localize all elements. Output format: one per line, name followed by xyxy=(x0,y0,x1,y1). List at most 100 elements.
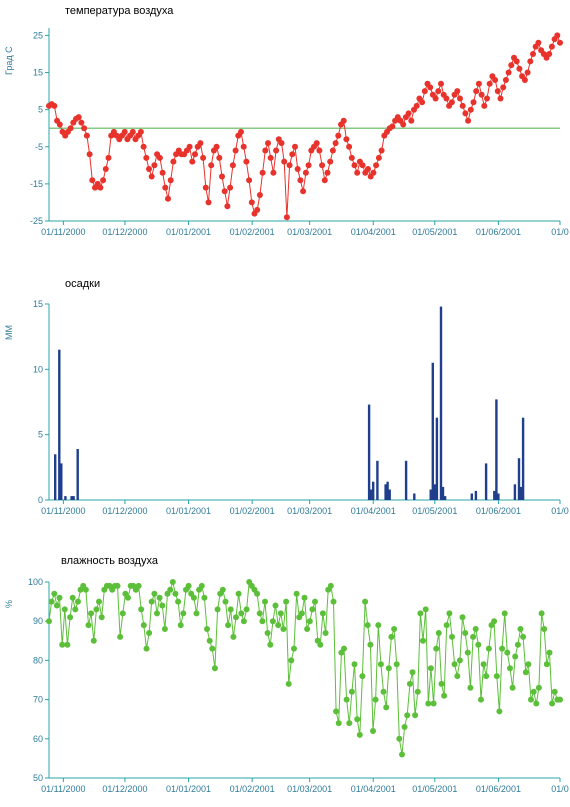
data-point xyxy=(464,649,471,656)
precipitation-bar xyxy=(435,417,439,500)
data-point xyxy=(254,206,261,213)
data-point xyxy=(278,140,285,147)
data-point xyxy=(327,158,334,165)
data-point xyxy=(535,684,542,691)
precipitation-bar xyxy=(70,496,73,500)
precipitation-bar xyxy=(429,489,432,500)
data-point xyxy=(530,688,537,695)
y-tick-label: 25 xyxy=(33,30,43,40)
x-tick-label: 01/04/2001 xyxy=(351,506,396,516)
precipitation-bar xyxy=(388,489,391,500)
data-point xyxy=(294,166,301,172)
data-point xyxy=(446,610,453,617)
data-point xyxy=(530,51,536,57)
data-point xyxy=(443,95,450,102)
data-point xyxy=(148,598,155,605)
data-point xyxy=(507,665,513,672)
data-point xyxy=(557,696,563,703)
x-tick-label: 01/02/2001 xyxy=(230,227,275,237)
data-point xyxy=(281,158,288,165)
data-point xyxy=(324,169,331,176)
data-point xyxy=(528,696,534,703)
data-point xyxy=(522,669,529,676)
precipitation-bar xyxy=(58,349,61,500)
data-point xyxy=(322,630,329,636)
data-point xyxy=(554,32,561,39)
x-tick-label: 01/03/2001 xyxy=(287,784,332,794)
precipitation-bar xyxy=(519,486,523,500)
data-point xyxy=(100,177,107,184)
data-point xyxy=(373,162,380,169)
data-point xyxy=(275,622,282,629)
data-point xyxy=(238,128,244,135)
data-point xyxy=(200,154,207,161)
data-point xyxy=(146,630,153,636)
data-point xyxy=(396,735,403,742)
data-point xyxy=(430,700,437,707)
data-point xyxy=(202,184,209,191)
data-point xyxy=(435,630,442,636)
data-point xyxy=(254,590,261,597)
precipitation-bar xyxy=(493,490,496,500)
data-point xyxy=(432,95,439,102)
data-point xyxy=(193,610,200,617)
data-point xyxy=(496,708,503,715)
data-point xyxy=(327,582,334,589)
data-point xyxy=(516,65,523,72)
data-point xyxy=(229,162,236,169)
y-tick-label: 50 xyxy=(33,773,43,783)
data-point xyxy=(457,95,463,102)
data-point xyxy=(238,610,245,617)
data-point xyxy=(467,684,474,691)
data-point xyxy=(167,177,174,184)
x-tick-label: 01/06/2001 xyxy=(476,227,521,237)
data-point xyxy=(140,143,147,150)
data-point xyxy=(535,39,542,46)
data-point xyxy=(400,121,407,128)
data-point xyxy=(462,630,469,636)
data-point xyxy=(235,590,242,597)
data-point xyxy=(486,80,493,87)
data-point xyxy=(419,99,426,106)
data-point xyxy=(501,610,508,617)
temperature-y-axis-label: Град С xyxy=(4,46,14,75)
x-tick-label: 01/01/2001 xyxy=(166,227,211,237)
data-point xyxy=(454,673,461,680)
x-tick-label: 01/02/2001 xyxy=(230,784,275,794)
precipitation-bar xyxy=(64,496,67,500)
data-point xyxy=(343,136,350,143)
data-point xyxy=(140,622,147,629)
data-point xyxy=(317,641,324,648)
data-point xyxy=(462,110,469,117)
precipitation-bar xyxy=(376,460,379,500)
series-line xyxy=(48,580,560,755)
y-tick-label: 100 xyxy=(28,577,43,587)
data-point xyxy=(75,598,81,605)
data-point xyxy=(259,169,266,176)
y-tick-label: 15 xyxy=(33,299,43,309)
x-tick-label: 01/02/2001 xyxy=(230,506,275,516)
data-point xyxy=(61,606,68,613)
data-point xyxy=(370,169,377,176)
data-point xyxy=(333,708,340,715)
data-point xyxy=(443,622,450,629)
x-tick-label: 01/12/2000 xyxy=(102,227,147,237)
data-point xyxy=(280,626,287,632)
data-point xyxy=(454,88,461,95)
data-point xyxy=(96,598,102,605)
precipitation-bar xyxy=(76,449,79,500)
data-point xyxy=(46,618,52,625)
precipitation-y-axis-label: ММ xyxy=(4,325,14,340)
data-point xyxy=(433,645,440,652)
precipitation-bar xyxy=(54,454,57,500)
data-point xyxy=(267,154,274,161)
humidity-chart: влажность воздуха % 50 60 70 80 90 100 01/11/2… xyxy=(4,555,569,794)
data-point xyxy=(206,637,213,644)
data-point xyxy=(401,724,408,730)
data-point xyxy=(198,582,205,589)
data-point xyxy=(549,700,556,707)
y-tick-label: -5 xyxy=(35,142,43,152)
precipitation-bar xyxy=(443,496,447,500)
data-point xyxy=(277,610,284,617)
data-point xyxy=(56,121,63,128)
